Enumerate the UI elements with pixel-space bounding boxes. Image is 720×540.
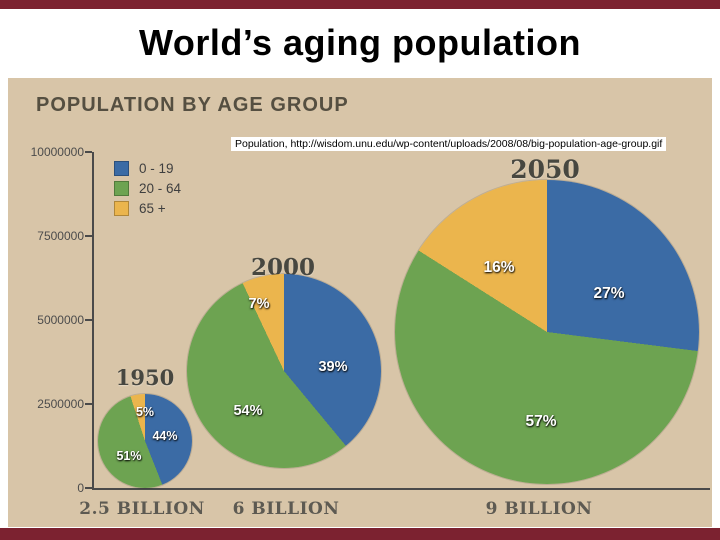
y-axis-tick <box>85 487 92 489</box>
slice-label-2000-20-64: 54% <box>233 403 263 419</box>
pie-2000 <box>187 274 381 468</box>
y-axis-tick-label: 7500000 <box>37 229 84 243</box>
total-label-1950: 2.5 BILLION <box>79 499 205 519</box>
y-axis-tick-label: 5000000 <box>37 313 84 327</box>
slice-label-2050-20-64: 57% <box>525 413 557 430</box>
slice-label-2050-0-19: 27% <box>593 285 625 302</box>
y-axis-tick <box>85 151 92 153</box>
legend-label: 20 - 64 <box>139 180 182 196</box>
slice-label-1950-0-19: 44% <box>152 429 178 443</box>
pie-1950 <box>98 394 192 488</box>
slice-label-1950-20-64: 51% <box>116 449 142 463</box>
slide-title: World’s aging population <box>139 22 581 63</box>
year-label-2050: 2050 <box>510 155 580 184</box>
y-axis-tick-label: 10000000 <box>30 145 84 159</box>
slice-label-2000-0-19: 39% <box>318 359 348 375</box>
total-label-2000: 6 BILLION <box>232 499 340 519</box>
legend-item-65-plus: 65 + <box>114 198 181 218</box>
legend-item-0-19: 0 - 19 <box>114 158 181 178</box>
legend: 0 - 19 20 - 64 65 + <box>114 158 181 218</box>
slice-label-2050-65plus: 16% <box>483 259 515 276</box>
top-accent-bar <box>0 0 720 9</box>
y-axis-tick-label: 0 <box>77 481 84 495</box>
pie-2050 <box>395 180 699 484</box>
slice-label-2000-65plus: 7% <box>248 296 270 312</box>
legend-label: 0 - 19 <box>139 160 174 176</box>
bottom-accent-bar <box>0 528 720 540</box>
legend-label: 65 + <box>139 200 166 216</box>
y-axis-tick <box>85 319 92 321</box>
year-label-1950: 1950 <box>115 365 175 390</box>
y-axis-line <box>92 152 94 490</box>
chart-title: POPULATION BY AGE GROUP <box>36 94 349 116</box>
y-axis-tick-label: 2500000 <box>37 397 84 411</box>
y-axis-tick <box>85 235 92 237</box>
total-label-2050: 9 BILLION <box>485 499 593 519</box>
legend-swatch-orange <box>114 200 129 216</box>
legend-item-20-64: 20 - 64 <box>114 178 181 198</box>
y-axis-tick <box>85 403 92 405</box>
legend-swatch-green <box>114 180 129 196</box>
slice-label-1950-65plus: 5% <box>135 405 155 419</box>
x-axis-line <box>92 488 710 490</box>
chart-panel: POPULATION BY AGE GROUP Population, http… <box>8 78 712 527</box>
source-note: Population, http://wisdom.unu.edu/wp-con… <box>231 137 667 151</box>
legend-swatch-blue <box>114 160 129 176</box>
